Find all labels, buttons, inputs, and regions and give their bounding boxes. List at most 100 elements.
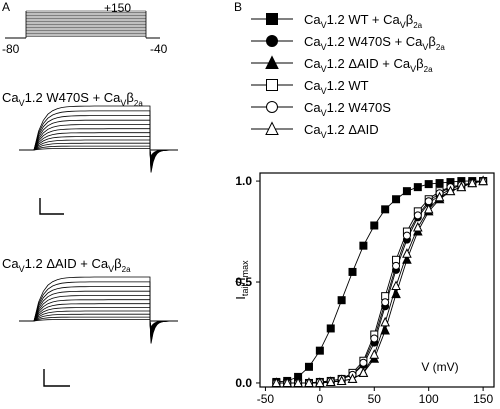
data-point-2 bbox=[391, 288, 401, 299]
panel-label-b: B bbox=[234, 0, 242, 14]
data-point-5 bbox=[456, 181, 467, 192]
legend: CaV1.2 WT + CaVβ2a CaV1.2 W470S + CaVβ2a C… bbox=[251, 12, 445, 140]
voltage-protocol: -80 +150 -40 bbox=[2, 1, 168, 56]
x-tick-label: 50 bbox=[368, 392, 382, 406]
y-tick-label: 0.5 bbox=[235, 275, 252, 289]
activation-plot: -50 0 50 100 150 0.0 0.5 1.0 V (mV) Itail/Imax bbox=[233, 172, 495, 406]
y-tick-label: 0.0 bbox=[235, 376, 252, 390]
x-axis-label: V (mV) bbox=[421, 360, 458, 374]
series-lines bbox=[276, 180, 484, 384]
data-point-4 bbox=[413, 211, 422, 220]
current-trace bbox=[33, 148, 151, 151]
trace-title-w470s: CaV1.2 W470S + CaVβ2a bbox=[2, 90, 143, 108]
current-trace bbox=[33, 139, 151, 151]
current-trace bbox=[33, 313, 151, 322]
current-trace bbox=[33, 276, 151, 322]
data-point-4 bbox=[392, 261, 401, 270]
current-trace bbox=[33, 132, 151, 151]
current-trace bbox=[33, 115, 151, 151]
legend-label: CaV1.2 ΔAID + CaVβ2a bbox=[304, 56, 433, 74]
plot-frame bbox=[259, 172, 495, 388]
legend-label: CaV1.2 W470S + CaVβ2a bbox=[304, 34, 445, 52]
protocol-steps bbox=[5, 10, 160, 39]
data-point-5 bbox=[369, 349, 380, 359]
tail-current bbox=[149, 320, 172, 338]
legend-label: CaV1.2 WT bbox=[304, 78, 369, 96]
current-trace bbox=[33, 136, 151, 151]
data-point-0 bbox=[413, 183, 422, 192]
data-point-0 bbox=[348, 267, 357, 276]
series-line-2 bbox=[276, 180, 484, 384]
data-point-5 bbox=[413, 221, 423, 232]
data-point-5 bbox=[325, 376, 336, 386]
data-markers bbox=[271, 175, 488, 387]
x-tick-label: 100 bbox=[419, 392, 439, 406]
current-trace bbox=[33, 290, 151, 322]
data-point-5 bbox=[423, 203, 434, 214]
legend-marker bbox=[266, 79, 278, 91]
protocol-edges bbox=[25, 11, 147, 38]
series-line-0 bbox=[276, 180, 484, 383]
data-point-4 bbox=[424, 197, 433, 206]
y-tick-label: 1.0 bbox=[235, 174, 252, 188]
current-trace bbox=[33, 295, 151, 322]
data-point-4 bbox=[381, 298, 390, 307]
data-point-0 bbox=[402, 187, 411, 196]
current-trace bbox=[33, 319, 151, 322]
current-trace bbox=[33, 128, 151, 151]
panel-label-a: A bbox=[2, 0, 10, 14]
legend-marker bbox=[266, 101, 278, 113]
x-tick-label: 0 bbox=[317, 392, 324, 406]
current-trace bbox=[33, 286, 151, 322]
legend-marker bbox=[266, 35, 278, 47]
data-point-0 bbox=[315, 346, 324, 355]
data-point-4 bbox=[370, 334, 379, 343]
data-point-5 bbox=[402, 248, 412, 258]
tail-current bbox=[149, 149, 172, 167]
current-trace bbox=[33, 303, 151, 322]
protocol-top-label: +150 bbox=[104, 1, 131, 15]
legend-marker bbox=[266, 13, 278, 25]
current-trace bbox=[33, 142, 151, 151]
data-point-5 bbox=[315, 377, 325, 387]
tail-current bbox=[149, 320, 171, 344]
current-trace bbox=[33, 316, 151, 322]
legend-marker bbox=[265, 121, 279, 135]
series-line-4 bbox=[276, 180, 484, 384]
data-point-2 bbox=[402, 254, 412, 264]
data-point-0 bbox=[392, 195, 401, 204]
data-point-5 bbox=[467, 177, 478, 188]
current-traces-daid bbox=[19, 276, 178, 344]
scale-bar-1 bbox=[39, 198, 64, 215]
data-point-0 bbox=[381, 205, 390, 214]
legend-label: CaV1.2 WT + CaVβ2a bbox=[304, 12, 423, 30]
data-point-0 bbox=[435, 179, 444, 188]
series-line-5 bbox=[276, 180, 484, 384]
current-trace bbox=[33, 110, 151, 151]
legend-label: CaV1.2 W470S bbox=[304, 100, 391, 118]
tail-current bbox=[149, 149, 171, 173]
data-point-0 bbox=[304, 362, 313, 371]
scale-bar-2 bbox=[43, 369, 70, 387]
data-point-5 bbox=[478, 175, 488, 186]
series-line-3 bbox=[276, 180, 484, 384]
data-point-4 bbox=[359, 358, 368, 367]
x-tick-label: 150 bbox=[473, 392, 493, 406]
current-trace bbox=[33, 145, 151, 151]
legend-entry-0: CaV1.2 WT + CaVβ2a bbox=[251, 12, 423, 30]
data-point-5 bbox=[282, 377, 293, 387]
x-axis-ticks: -50 0 50 100 150 bbox=[257, 387, 493, 406]
data-point-0 bbox=[424, 180, 433, 189]
data-point-5 bbox=[293, 377, 303, 387]
legend-entry-2: CaV1.2 ΔAID + CaVβ2a bbox=[251, 55, 433, 74]
trace-title-daid: CaV1.2 ΔAID + CaVβ2a bbox=[2, 256, 131, 274]
current-trace bbox=[33, 299, 151, 322]
current-trace bbox=[33, 124, 151, 151]
legend-label: CaV1.2 ΔAID bbox=[304, 122, 379, 140]
protocol-end-label: -40 bbox=[150, 42, 168, 56]
current-trace bbox=[33, 105, 151, 151]
data-point-5 bbox=[336, 375, 347, 385]
data-point-5 bbox=[358, 367, 369, 377]
data-point-5 bbox=[445, 185, 456, 196]
